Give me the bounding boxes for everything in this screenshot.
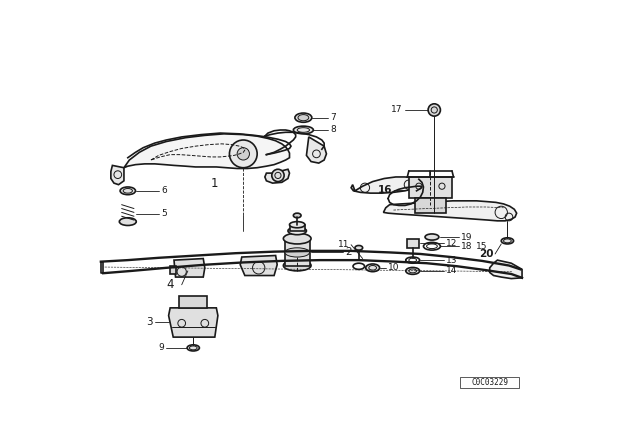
Polygon shape xyxy=(170,266,175,274)
Ellipse shape xyxy=(298,115,308,121)
Text: 19: 19 xyxy=(461,233,473,241)
Text: 8: 8 xyxy=(330,125,336,134)
Circle shape xyxy=(272,169,284,181)
Text: 10: 10 xyxy=(388,263,399,272)
Text: 2: 2 xyxy=(346,247,353,258)
Text: C0C03229: C0C03229 xyxy=(471,378,508,387)
Polygon shape xyxy=(383,201,516,221)
Ellipse shape xyxy=(187,345,200,351)
Text: 11: 11 xyxy=(338,240,349,249)
Ellipse shape xyxy=(284,233,311,244)
Text: 7: 7 xyxy=(330,113,336,122)
Text: 3: 3 xyxy=(146,317,152,327)
Text: 17: 17 xyxy=(391,105,403,115)
Text: 15: 15 xyxy=(476,242,487,251)
Ellipse shape xyxy=(295,113,312,122)
Polygon shape xyxy=(240,255,277,276)
Polygon shape xyxy=(265,169,289,183)
Ellipse shape xyxy=(120,187,136,195)
Text: 18: 18 xyxy=(461,242,473,251)
Text: 6: 6 xyxy=(161,186,166,195)
Polygon shape xyxy=(285,238,310,266)
Text: 1: 1 xyxy=(211,177,218,190)
Ellipse shape xyxy=(288,227,307,235)
Ellipse shape xyxy=(406,267,420,274)
Ellipse shape xyxy=(501,238,513,244)
Ellipse shape xyxy=(365,264,380,271)
Polygon shape xyxy=(406,238,419,248)
Text: 5: 5 xyxy=(161,209,166,219)
Text: 16: 16 xyxy=(378,185,392,195)
Polygon shape xyxy=(124,134,289,168)
Polygon shape xyxy=(168,308,218,337)
Polygon shape xyxy=(307,137,326,163)
Polygon shape xyxy=(351,177,422,193)
Ellipse shape xyxy=(355,246,363,250)
Polygon shape xyxy=(111,165,124,185)
Circle shape xyxy=(237,148,250,160)
Polygon shape xyxy=(179,296,207,308)
Text: 4: 4 xyxy=(166,278,174,291)
Ellipse shape xyxy=(289,222,305,228)
Text: 9: 9 xyxy=(158,344,164,353)
Text: 14: 14 xyxy=(446,267,457,276)
Ellipse shape xyxy=(293,213,301,218)
Text: 20: 20 xyxy=(479,249,493,259)
Ellipse shape xyxy=(284,260,311,271)
Ellipse shape xyxy=(285,248,310,257)
Polygon shape xyxy=(174,258,205,277)
Text: 12: 12 xyxy=(446,239,457,248)
Circle shape xyxy=(230,140,257,168)
Polygon shape xyxy=(289,225,305,231)
Ellipse shape xyxy=(293,126,314,134)
Ellipse shape xyxy=(119,218,136,225)
Circle shape xyxy=(428,104,440,116)
Polygon shape xyxy=(415,198,446,213)
Ellipse shape xyxy=(425,234,439,240)
Text: 13: 13 xyxy=(446,256,458,265)
Polygon shape xyxy=(409,177,452,198)
Polygon shape xyxy=(490,260,522,279)
